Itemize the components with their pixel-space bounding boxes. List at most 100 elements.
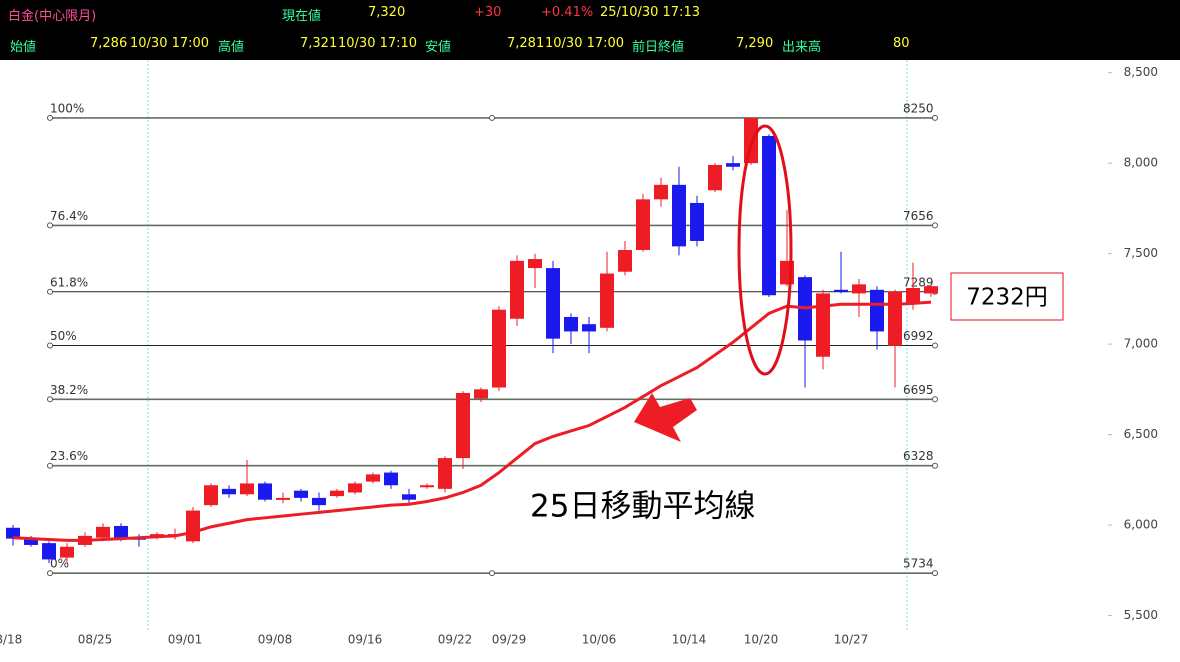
moving-average: [12, 300, 932, 542]
candle-body: [330, 490, 344, 497]
candle-body: [114, 525, 128, 538]
fib-value: 6328: [903, 449, 934, 463]
y-tick-label: 8,500: [1124, 65, 1158, 79]
fib-handle: [932, 396, 938, 403]
candle-body: [816, 293, 830, 357]
arrow: [634, 393, 697, 442]
candle-body: [906, 288, 920, 303]
candle-body: [636, 199, 650, 250]
fib-percent: 61.8%: [50, 275, 88, 289]
x-tick-label: 10/27: [834, 633, 869, 647]
candle-body: [600, 273, 614, 328]
quote-field: 7,281: [507, 36, 545, 51]
y-tick-label: 6,000: [1124, 518, 1158, 532]
candle-body: [870, 289, 884, 332]
fib-handle: [47, 114, 53, 121]
y-tick-label: 7,000: [1124, 337, 1158, 351]
candle-body: [762, 136, 776, 296]
fib-percent: 23.6%: [50, 449, 88, 463]
fib-handle: [47, 396, 53, 403]
y-tick-label: 7,500: [1124, 246, 1158, 260]
fib-handle: [932, 570, 938, 577]
ma-annotation: 25日移動平均線: [530, 489, 755, 525]
candle-body: [204, 485, 218, 506]
quote-field: 7,286: [90, 36, 128, 51]
candle-body: [834, 289, 848, 292]
candle-body: [546, 268, 560, 339]
x-tick-label: 10/14: [672, 633, 707, 647]
fib-value: 6695: [903, 383, 934, 397]
candle-body: [924, 286, 938, 294]
candle-body: [366, 474, 380, 482]
quote-field: 25/10/30 17:13: [600, 5, 700, 20]
candle-body: [672, 184, 686, 247]
fib-handle: [47, 570, 53, 577]
candle-body: [618, 250, 632, 272]
fib-value: 5734: [903, 557, 934, 571]
quote-field: +0.41%: [541, 5, 594, 20]
fib-handle: [489, 114, 495, 121]
fib-handle: [47, 288, 53, 295]
x-tick-label: 09/29: [492, 633, 527, 647]
candle-body: [888, 291, 902, 346]
candle-body: [312, 497, 326, 506]
candle-body: [510, 260, 524, 319]
quote-field: 安値: [425, 40, 452, 55]
quote-field: 現在値: [282, 9, 322, 24]
candle-body: [420, 485, 434, 488]
candle-body: [24, 537, 38, 545]
quote-field: 7,320: [368, 5, 406, 20]
quote-field: 10/30 17:00: [130, 36, 210, 51]
fib-percent: 76.4%: [50, 209, 88, 223]
fib-value: 8250: [903, 101, 934, 115]
fib-handle: [932, 462, 938, 469]
fib-percent: 50%: [50, 329, 77, 343]
x-tick-label: 10/20: [744, 633, 779, 647]
fib-value: 7289: [903, 275, 934, 289]
candle-body: [60, 546, 74, 558]
y-tick-label: 6,500: [1124, 427, 1158, 441]
fib-handle: [47, 222, 53, 229]
y-tick-label: 8,000: [1124, 156, 1158, 170]
candle-body: [456, 392, 470, 459]
instrument-title: 白金(中心限月): [8, 9, 97, 24]
candle-body: [222, 488, 236, 495]
candle-body: [42, 543, 56, 560]
callout-box: [950, 272, 1064, 321]
candle-body: [474, 389, 488, 399]
fib-percent: 0%: [50, 557, 69, 571]
candle-body: [348, 483, 362, 493]
quote-header: 白金(中心限月) 現在値 7,320 +30 +0.41% 25/10/30 17:13 始…: [0, 0, 1180, 60]
candle-body: [852, 284, 866, 294]
quote-field: 80: [893, 36, 910, 51]
candle-body: [654, 184, 668, 200]
quote-field: 高値: [218, 40, 245, 55]
callout-label: 7232円: [966, 285, 1048, 311]
candle-body: [726, 163, 740, 167]
candle-body: [6, 527, 20, 539]
x-tick-label: 08/18: [0, 633, 22, 647]
fib-value: 7656: [903, 209, 934, 223]
candle-body: [96, 526, 110, 538]
fib-handle: [932, 114, 938, 121]
quote-field: 10/30 17:00: [545, 36, 625, 51]
candle-body: [744, 117, 758, 164]
candle-body: [240, 483, 254, 495]
candle-body: [438, 458, 452, 489]
candle-body: [384, 472, 398, 486]
candle-body: [186, 510, 200, 542]
candle-body: [258, 483, 272, 500]
quote-field: 始値: [10, 40, 37, 55]
candle-body: [276, 497, 290, 500]
fib-handle: [489, 570, 495, 577]
candle-body: [528, 259, 542, 269]
x-tick-label: 09/16: [348, 633, 383, 647]
candle-body: [708, 164, 722, 191]
candle-body: [492, 309, 506, 388]
x-tick-label: 09/01: [168, 633, 203, 647]
candle-body: [690, 202, 704, 241]
candle-body: [564, 316, 578, 332]
quote-field: +30: [474, 5, 502, 20]
quote-field: 7,290: [736, 36, 774, 51]
